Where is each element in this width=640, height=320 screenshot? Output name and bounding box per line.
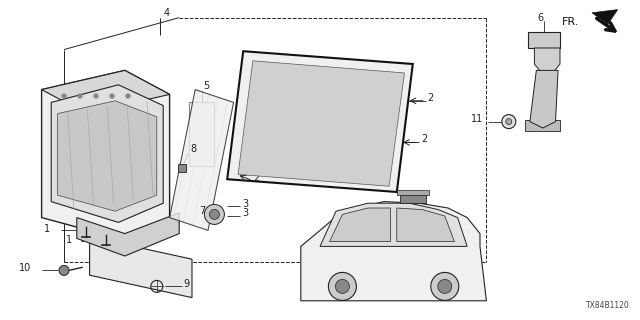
Circle shape	[94, 94, 98, 98]
Polygon shape	[189, 102, 214, 166]
Polygon shape	[90, 237, 192, 298]
Text: 6: 6	[538, 12, 544, 23]
Polygon shape	[227, 51, 413, 192]
Bar	[179, 164, 186, 172]
Text: TX84B1120: TX84B1120	[586, 301, 630, 310]
Text: 7: 7	[200, 206, 206, 216]
Polygon shape	[530, 70, 558, 128]
Circle shape	[59, 265, 69, 276]
Polygon shape	[42, 70, 170, 114]
Polygon shape	[534, 48, 560, 72]
Polygon shape	[397, 190, 429, 195]
Polygon shape	[42, 70, 170, 240]
Text: 2: 2	[428, 92, 434, 103]
Circle shape	[431, 272, 459, 300]
Polygon shape	[58, 101, 157, 211]
Text: 3: 3	[242, 208, 248, 219]
Circle shape	[328, 272, 356, 300]
Text: 2: 2	[253, 172, 259, 183]
Text: 4: 4	[163, 8, 170, 18]
Text: 1: 1	[65, 235, 72, 245]
Polygon shape	[528, 32, 560, 48]
Text: 11: 11	[471, 114, 483, 124]
Text: 3: 3	[242, 199, 248, 209]
Circle shape	[506, 119, 512, 124]
Circle shape	[209, 209, 220, 220]
Polygon shape	[238, 61, 404, 186]
Circle shape	[126, 94, 130, 98]
Polygon shape	[320, 203, 467, 246]
Circle shape	[78, 94, 82, 98]
Circle shape	[335, 279, 349, 293]
Text: 2: 2	[287, 76, 293, 87]
Circle shape	[62, 94, 66, 98]
Text: 8: 8	[191, 144, 197, 154]
Text: 1: 1	[44, 224, 50, 234]
Text: FR.: FR.	[562, 17, 579, 28]
Text: 9: 9	[184, 279, 190, 289]
Circle shape	[110, 94, 114, 98]
Polygon shape	[51, 85, 163, 222]
Polygon shape	[592, 10, 618, 24]
Polygon shape	[397, 208, 454, 242]
Polygon shape	[525, 120, 560, 131]
Text: 5: 5	[204, 81, 210, 92]
Circle shape	[502, 115, 516, 129]
Polygon shape	[400, 195, 426, 203]
Polygon shape	[170, 90, 234, 230]
Polygon shape	[301, 202, 486, 301]
Polygon shape	[330, 208, 390, 242]
Text: 2: 2	[421, 134, 428, 144]
Circle shape	[204, 204, 225, 224]
Text: 10: 10	[19, 263, 31, 273]
Polygon shape	[77, 213, 179, 256]
Circle shape	[438, 279, 452, 293]
